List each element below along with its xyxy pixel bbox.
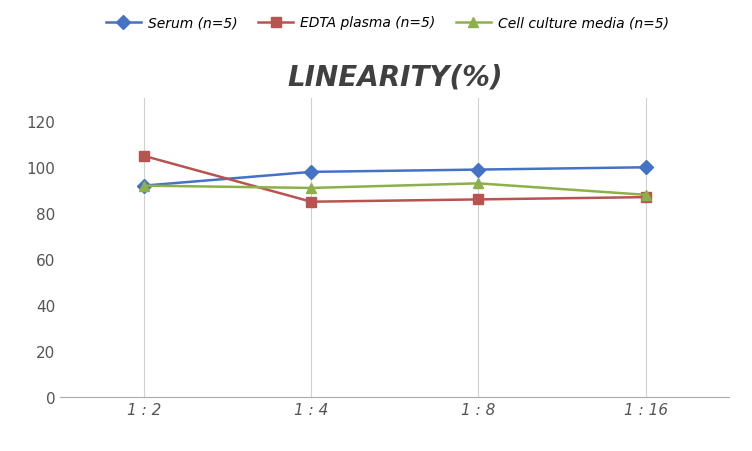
- Cell culture media (n=5): [307, 186, 316, 191]
- Cell culture media (n=5): [139, 184, 148, 189]
- Line: Cell culture media (n=5): Cell culture media (n=5): [139, 179, 650, 200]
- Serum (n=5): [474, 167, 483, 173]
- EDTA plasma (n=5): [641, 195, 650, 200]
- Serum (n=5): [307, 170, 316, 175]
- EDTA plasma (n=5): [474, 197, 483, 202]
- EDTA plasma (n=5): [307, 199, 316, 205]
- Serum (n=5): [641, 165, 650, 170]
- Serum (n=5): [139, 184, 148, 189]
- Line: Serum (n=5): Serum (n=5): [139, 163, 650, 191]
- EDTA plasma (n=5): [139, 154, 148, 159]
- Cell culture media (n=5): [641, 193, 650, 198]
- Cell culture media (n=5): [474, 181, 483, 187]
- Line: EDTA plasma (n=5): EDTA plasma (n=5): [139, 152, 650, 207]
- Legend: Serum (n=5), EDTA plasma (n=5), Cell culture media (n=5): Serum (n=5), EDTA plasma (n=5), Cell cul…: [101, 11, 675, 36]
- Title: LINEARITY(%): LINEARITY(%): [287, 64, 502, 92]
